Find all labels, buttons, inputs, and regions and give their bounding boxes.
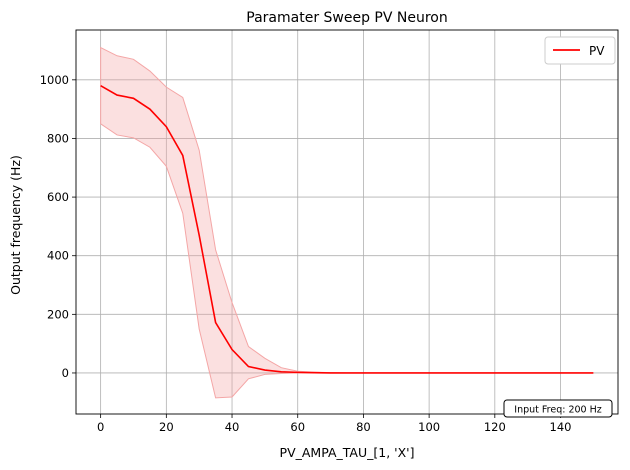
confidence-band bbox=[100, 46, 594, 399]
chart-title: Paramater Sweep PV Neuron bbox=[246, 10, 447, 26]
y-tick-label: 200 bbox=[47, 307, 69, 321]
x-tick-label: 0 bbox=[97, 420, 104, 434]
x-tick-label: 40 bbox=[225, 420, 240, 434]
x-tick-label: 60 bbox=[290, 420, 305, 434]
legend-label-pv: PV bbox=[589, 44, 605, 58]
annotation-frame bbox=[503, 399, 613, 418]
x-tick-label: 140 bbox=[550, 420, 572, 434]
x-axis-label: PV_AMPA_TAU_[1, 'X'] bbox=[280, 445, 415, 460]
y-tick-label: 1000 bbox=[40, 73, 69, 87]
y-axis-label: Output frequency (Hz) bbox=[8, 155, 23, 295]
y-tick-label: 800 bbox=[47, 131, 69, 145]
plot-frame bbox=[75, 29, 619, 415]
y-tick-label: 600 bbox=[47, 190, 69, 204]
axis-ticks: 0 20 40 60 80 100 120 140 0 200 400 600 800 1000 bbox=[40, 73, 572, 434]
annotation-box: Input Freq: 200 Hz bbox=[503, 399, 613, 418]
x-tick-label: 120 bbox=[484, 420, 506, 434]
y-tick-label: 400 bbox=[47, 249, 69, 263]
x-tick-label: 80 bbox=[356, 420, 371, 434]
series-line-pv bbox=[100, 84, 594, 374]
grid bbox=[76, 30, 618, 414]
x-tick-label: 100 bbox=[418, 420, 440, 434]
legend: PV bbox=[544, 36, 616, 65]
annotation-text: Input Freq: 200 Hz bbox=[514, 405, 601, 416]
x-tick-label: 20 bbox=[159, 420, 174, 434]
y-tick-label: 0 bbox=[62, 366, 69, 380]
